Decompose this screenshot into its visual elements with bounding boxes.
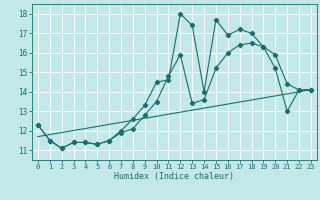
X-axis label: Humidex (Indice chaleur): Humidex (Indice chaleur) xyxy=(115,172,234,181)
